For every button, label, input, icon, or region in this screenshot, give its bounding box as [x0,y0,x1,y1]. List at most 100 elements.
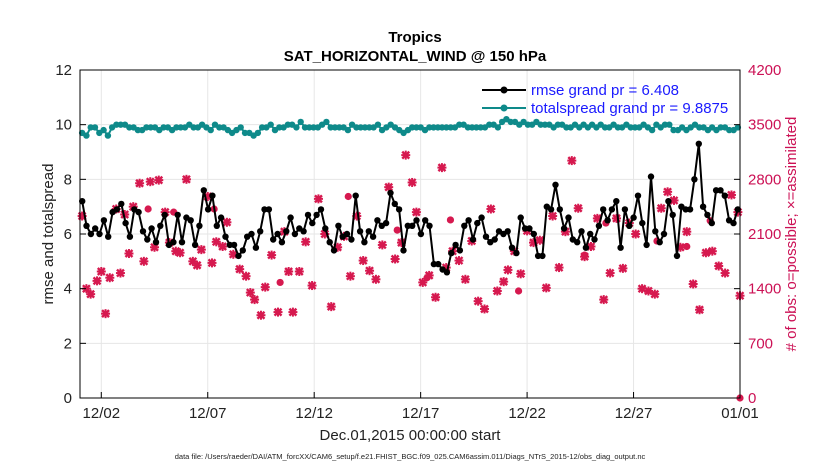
rmse-point [135,208,142,216]
obs-assimilated-point [145,177,155,187]
rmse-point [157,222,164,229]
rmse-point [456,247,464,254]
rmse-point [317,206,325,213]
rmse-point [92,225,99,232]
rmse-point [417,230,425,238]
totalspread-point [237,124,244,131]
rmse-point [608,206,616,213]
y-tick-label: 6 [64,226,72,243]
totalspread-point [374,121,382,128]
rmse-point [274,230,281,238]
rmse-point [465,217,472,224]
rmse-point [322,225,329,232]
rmse-point [565,214,572,221]
rmse-point [352,192,359,199]
rmse-point [630,214,637,221]
axis-ticks: 0 2 4 6 8 10 12 0 700 1400 2100 2800 3500 4200 12/02 12… [55,62,781,422]
rmse-point [513,249,520,257]
rmse-point [426,222,433,229]
obs-assimilated-point [154,175,164,185]
obs-assimilated-point [175,248,185,258]
obs-assimilated-point [196,245,206,255]
obs-possible-point [580,251,589,259]
rmse-point [526,225,533,232]
rmse-point [717,187,724,194]
rmse-point [105,233,112,240]
obs-assimilated-point [86,289,96,299]
obs-assimilated-point [454,256,464,266]
rmse-point [469,236,477,243]
rmse-point [382,219,390,227]
y-right-tick-label: 3500 [748,117,781,134]
y-right-tick-label: 2100 [748,226,781,243]
rmse-point [239,247,246,254]
obs-assimilated-point [480,304,490,314]
rmse-point [96,230,103,238]
rmse-point [530,230,537,238]
rmse-point [326,239,333,246]
obs-assimilated-point [720,268,730,278]
rmse-point [652,228,659,235]
rmse-point [178,239,186,246]
y-tick-label: 10 [55,117,72,134]
rmse-point [582,244,590,251]
obs-assimilated-point [384,182,394,192]
rmse-point [621,206,629,213]
rmse-point [83,222,90,229]
obs-assimilated-point [139,256,149,266]
totalspread-point [254,129,262,137]
rmse-point [213,222,220,229]
rmse-point [300,228,307,235]
rmse-point [639,219,646,227]
obs-assimilated-point [181,174,191,184]
rmse-point [461,222,468,229]
rmse-point [113,206,121,213]
obs-assimilated-point [294,266,304,276]
rmse-point [265,206,273,213]
rmse-point [560,225,568,232]
y-right-tick-label: 4200 [748,62,781,79]
y-axis-label-right: # of obs: o=possible; ×=assimilated [783,117,800,352]
rmse-point [552,181,559,188]
obs-assimilated-point [260,282,270,292]
obs-assimilated-point [313,194,323,204]
x-tick-label: 12/12 [295,405,333,422]
x-tick-label: 12/07 [189,405,227,422]
obs-assimilated-point [235,264,245,274]
obs-assimilated-point [618,263,628,273]
obs-assimilated-point [284,266,294,276]
obs-assimilated-point [688,279,698,289]
rmse-point [287,214,294,221]
rmse-point [665,198,672,205]
obs-assimilated-point [288,307,298,317]
rmse-point [574,239,581,246]
obs-assimilated-point [124,249,134,259]
obs-assimilated-point [535,235,545,245]
rmse-point [148,225,155,232]
x-tick-label: 12/02 [83,405,121,422]
obs-assimilated-point [499,277,509,287]
rmse-point [313,211,320,219]
obs-assimilated-point [411,207,421,217]
rmse-point [139,228,147,235]
obs-possible-point [446,216,455,224]
obs-assimilated-point [473,296,483,306]
legend: rmse grand pr = 6.408 totalspread grand … [482,82,728,117]
rmse-point [217,214,225,221]
obs-assimilated-point [726,190,736,200]
rmse-point [191,241,199,249]
obs-assimilated-point [218,241,228,251]
data-file-footnote: data file: /Users/raeder/DAI/ATM_forcXX/… [175,452,646,461]
y-tick-label: 8 [64,171,72,188]
rmse-point [452,241,459,249]
obs-assimilated-point [101,309,111,319]
rmse-point [404,222,411,229]
obs-assimilated-point [222,217,232,227]
obs-assimilated-point [401,150,411,160]
obs-assimilated-point [573,203,583,213]
rmse-point [504,228,511,235]
x-tick-label: 12/27 [615,405,653,422]
legend-entry-spread: totalspread grand pr = 9.8875 [531,100,728,117]
